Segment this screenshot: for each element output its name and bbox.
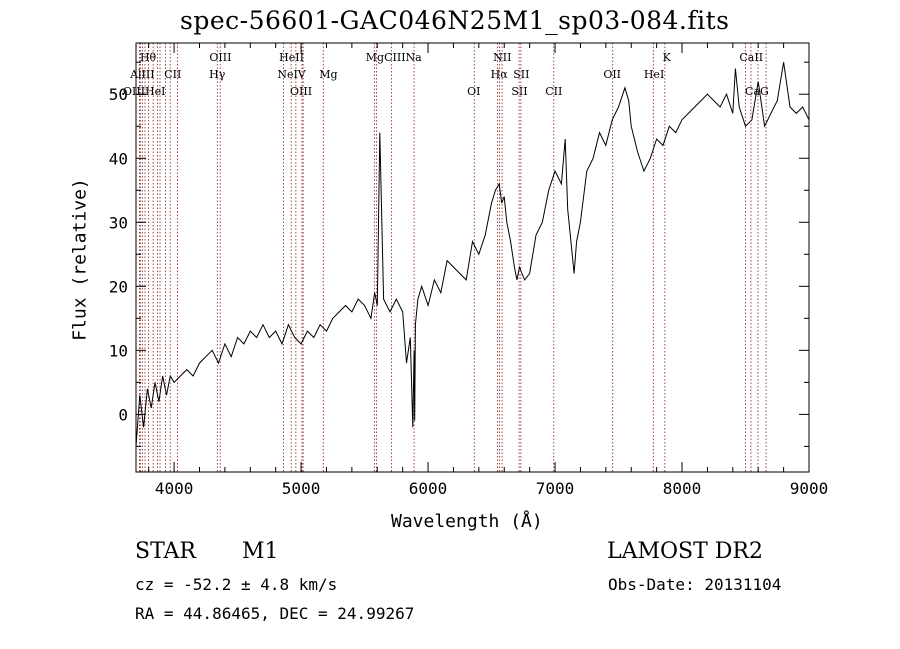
line-label: HeII [279, 51, 304, 64]
line-label: MgCIIINa [366, 51, 422, 64]
y-tick-label: 10 [109, 341, 128, 360]
line-label: NeIV [277, 68, 306, 81]
line-label: Mg [319, 68, 337, 81]
emission-line-markers [139, 43, 767, 472]
y-tick-label: 50 [109, 85, 128, 104]
line-label: OII [603, 68, 621, 81]
line-label: CII [545, 85, 562, 98]
y-tick-label: 30 [109, 213, 128, 232]
line-label: OI [467, 85, 480, 98]
observation-date: Obs-Date: 20131104 [608, 575, 782, 594]
y-tick-label: 20 [109, 277, 128, 296]
line-label: Hθ [140, 51, 157, 64]
ra-dec-coordinates: RA = 44.86465, DEC = 24.99267 [135, 604, 415, 623]
object-subclass: M1 [242, 539, 279, 564]
x-tick-label: 6000 [409, 479, 448, 498]
x-tick-label: 4000 [155, 479, 194, 498]
x-tick-label: 8000 [663, 479, 702, 498]
line-label: SII [513, 68, 529, 81]
y-tick-label: 0 [118, 405, 128, 424]
plot-frame [135, 42, 810, 473]
spectrum-line [135, 62, 810, 447]
line-label: CaII [739, 51, 763, 64]
x-tick-label: 5000 [282, 479, 321, 498]
line-label: OIII [209, 51, 231, 64]
x-tick-label: 7000 [536, 479, 575, 498]
line-label: K [663, 51, 672, 64]
x-axis-label: Wavelength (Å) [391, 511, 543, 532]
line-label: Hγ [209, 68, 226, 81]
line-label: OIII [290, 85, 312, 98]
line-label: HeI [644, 68, 664, 81]
line-label: NII [493, 51, 511, 64]
redshift-cz: cz = -52.2 ± 4.8 km/s [135, 575, 338, 594]
survey-name: LAMOST DR2 [607, 539, 763, 564]
y-axis-label: Flux (relative) [69, 178, 91, 341]
y-tick-label: 40 [109, 149, 128, 168]
line-label: CII [164, 68, 181, 81]
x-tick-label: 9000 [790, 479, 829, 498]
line-label: AlIII [129, 68, 155, 81]
line-label: SII [511, 85, 527, 98]
axes: 4000 5000 6000 7000 8000 9000 0 10 20 30 40 50 [109, 43, 829, 498]
object-type: STAR [135, 539, 196, 564]
line-label: OIIIHeI [123, 85, 166, 98]
chart-title: spec-56601-GAC046N25M1_sp03-084.fits [180, 6, 730, 35]
line-label: Hα [491, 68, 509, 81]
